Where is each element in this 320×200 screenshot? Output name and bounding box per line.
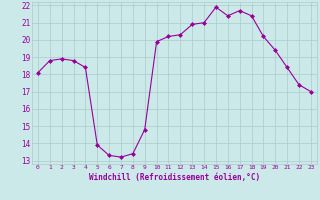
- X-axis label: Windchill (Refroidissement éolien,°C): Windchill (Refroidissement éolien,°C): [89, 173, 260, 182]
